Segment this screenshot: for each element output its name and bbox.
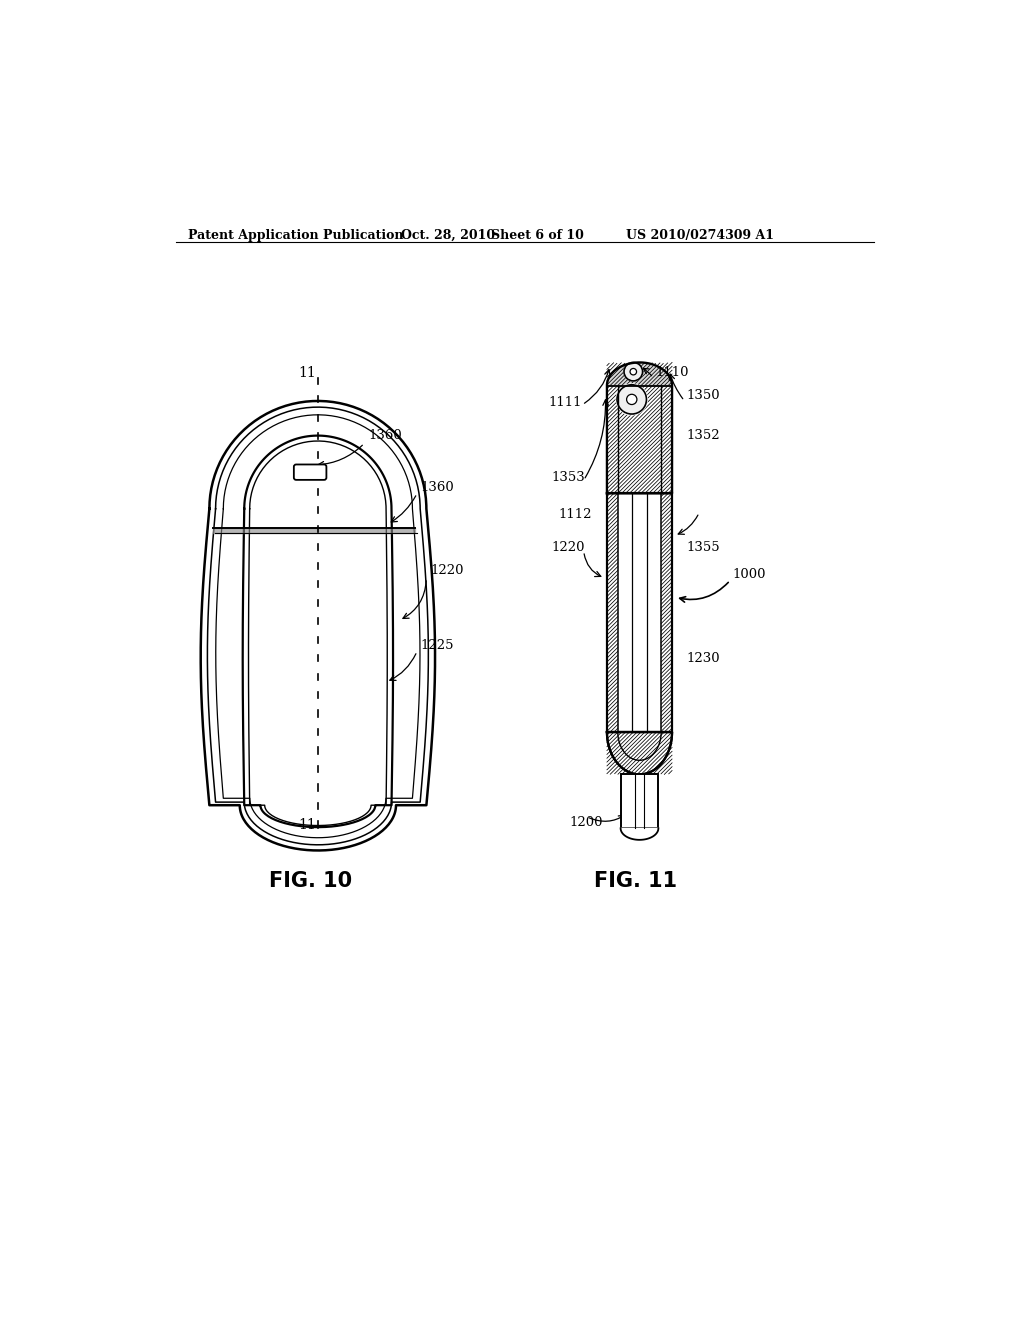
Text: FIG. 10: FIG. 10: [268, 871, 351, 891]
Circle shape: [615, 383, 648, 416]
Bar: [621, 775, 658, 829]
Polygon shape: [607, 363, 672, 494]
Text: 1360: 1360: [420, 482, 454, 495]
Polygon shape: [607, 363, 672, 385]
Text: 1355: 1355: [686, 541, 720, 554]
Circle shape: [617, 385, 646, 414]
Text: Patent Application Publication: Patent Application Publication: [188, 230, 403, 243]
Text: US 2010/0274309 A1: US 2010/0274309 A1: [626, 230, 773, 243]
Text: 1110: 1110: [655, 366, 688, 379]
Text: 1220: 1220: [430, 564, 464, 577]
Circle shape: [624, 363, 643, 381]
Text: 1112: 1112: [559, 508, 593, 520]
Circle shape: [627, 395, 637, 404]
Text: FIG. 11: FIG. 11: [594, 871, 677, 891]
Text: 11: 11: [298, 367, 315, 380]
Text: 1350: 1350: [686, 389, 720, 403]
Text: 1225: 1225: [420, 639, 454, 652]
Text: 1353: 1353: [551, 471, 585, 484]
Text: Sheet 6 of 10: Sheet 6 of 10: [490, 230, 584, 243]
Polygon shape: [201, 401, 435, 850]
Polygon shape: [607, 733, 672, 775]
Text: 1360: 1360: [369, 429, 402, 442]
Bar: [607, 494, 672, 733]
Text: Oct. 28, 2010: Oct. 28, 2010: [400, 230, 495, 243]
Text: 1000: 1000: [732, 568, 766, 581]
Circle shape: [624, 362, 643, 381]
Text: 1200: 1200: [569, 816, 603, 829]
Polygon shape: [621, 829, 658, 840]
Text: 1111: 1111: [549, 396, 583, 409]
Bar: [617, 494, 662, 733]
Text: 11: 11: [298, 818, 315, 832]
Circle shape: [630, 368, 637, 375]
Text: 1230: 1230: [686, 652, 720, 665]
Text: 1220: 1220: [551, 541, 585, 554]
FancyBboxPatch shape: [294, 465, 327, 480]
Text: 1352: 1352: [686, 429, 720, 442]
